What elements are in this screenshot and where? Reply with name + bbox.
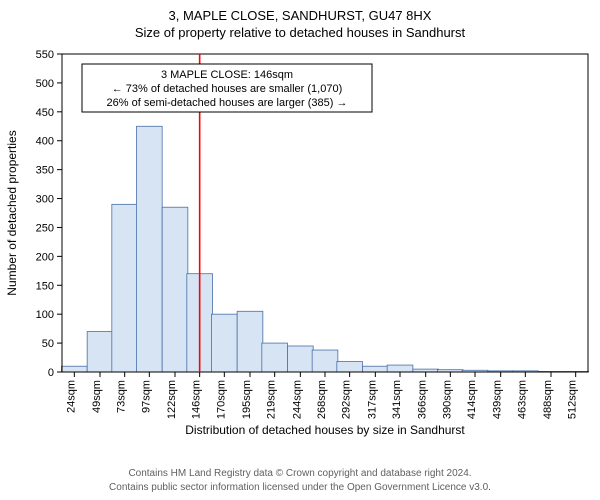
x-axis-title: Distribution of detached houses by size … (185, 423, 465, 437)
x-tick-label: 49sqm (91, 380, 103, 413)
x-tick-label: 219sqm (266, 380, 278, 419)
footer-attribution: Contains HM Land Registry data © Crown c… (0, 467, 600, 494)
x-tick-label: 439sqm (492, 380, 504, 419)
y-tick-label: 100 (36, 309, 54, 321)
y-tick-label: 400 (36, 136, 54, 148)
y-tick-label: 450 (36, 107, 54, 119)
histogram-bar (337, 362, 363, 372)
x-tick-label: 488sqm (542, 380, 554, 419)
x-tick-label: 317sqm (366, 380, 378, 419)
y-tick-label: 150 (36, 280, 54, 292)
histogram-bar (237, 311, 263, 372)
x-tick-label: 24sqm (65, 380, 77, 413)
y-tick-label: 500 (36, 78, 54, 90)
histogram-bar (61, 366, 87, 372)
page-title-desc: Size of property relative to detached ho… (0, 23, 600, 44)
annotation-line1: 3 MAPLE CLOSE: 146sqm (161, 69, 293, 81)
annotation-line2: ← 73% of detached houses are smaller (1,… (112, 83, 343, 95)
x-tick-label: 292sqm (341, 380, 353, 419)
x-tick-label: 73sqm (116, 380, 128, 413)
x-tick-label: 463sqm (516, 380, 528, 419)
x-tick-label: 244sqm (291, 380, 303, 419)
histogram-bar (162, 207, 188, 372)
histogram-bar (288, 346, 314, 372)
y-tick-label: 0 (48, 367, 54, 379)
histogram-chart: 0 50 100 150 200 250 300 350 400 450 500 550 Number … (0, 42, 600, 442)
x-tick-label: 146sqm (191, 380, 203, 419)
footer-line2: Contains public sector information licen… (0, 481, 600, 495)
histogram-bar (112, 204, 138, 372)
y-tick-label: 50 (42, 338, 54, 350)
x-tick-label: 390sqm (441, 380, 453, 419)
x-tick-label: 268sqm (316, 380, 328, 419)
x-tick-label: 170sqm (215, 380, 227, 419)
chart-container: 0 50 100 150 200 250 300 350 400 450 500 550 Number … (0, 42, 600, 442)
x-tick-label: 195sqm (241, 380, 253, 419)
y-tick-label: 550 (36, 49, 54, 61)
histogram-bar (387, 365, 413, 372)
histogram-bar (136, 126, 162, 372)
footer-line1: Contains HM Land Registry data © Crown c… (0, 467, 600, 481)
annotation-line3: 26% of semi-detached houses are larger (… (107, 97, 348, 109)
y-tick-label: 300 (36, 194, 54, 206)
y-tick-label: 350 (36, 165, 54, 177)
y-tick-label: 250 (36, 222, 54, 234)
x-tick-label: 512sqm (567, 380, 579, 419)
x-tick-label: 97sqm (140, 380, 152, 413)
x-tick-label: 366sqm (417, 380, 429, 419)
y-tick-label: 200 (36, 251, 54, 263)
histogram-bar (312, 350, 338, 372)
x-tick-label: 341sqm (391, 380, 403, 419)
histogram-bar (87, 332, 113, 372)
histogram-bar (262, 343, 288, 372)
x-tick-label: 122sqm (166, 380, 178, 419)
histogram-bar (362, 366, 388, 372)
y-axis-title: Number of detached properties (5, 130, 19, 295)
x-tick-label: 414sqm (466, 380, 478, 419)
histogram-bar (211, 314, 237, 372)
page-title-address: 3, MAPLE CLOSE, SANDHURST, GU47 8HX (0, 0, 600, 23)
